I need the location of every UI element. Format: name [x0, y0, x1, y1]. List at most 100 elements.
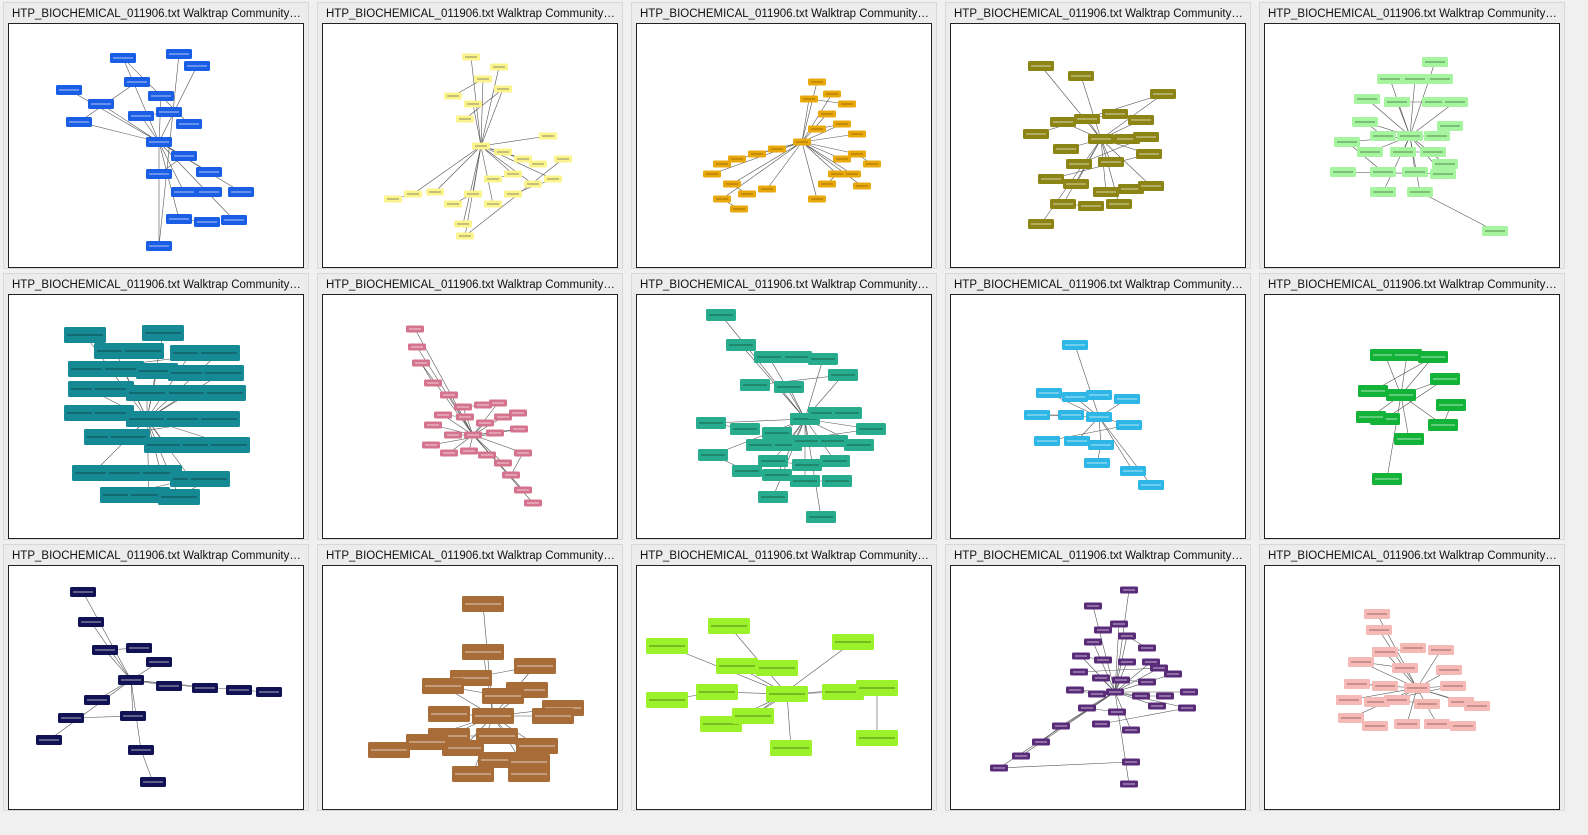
network-canvas[interactable]	[1264, 565, 1560, 810]
node-label-glyph	[1430, 78, 1450, 80]
edge	[158, 95, 162, 143]
network-canvas[interactable]	[8, 294, 304, 539]
network-canvas[interactable]	[950, 294, 1246, 539]
network-canvas[interactable]	[322, 294, 618, 539]
edge	[510, 452, 524, 476]
node-label-glyph	[1119, 424, 1139, 426]
node-label-glyph	[1159, 695, 1171, 697]
thumbnail-title: HTP_BIOCHEMICAL_011906.txt Walktrap Comm…	[640, 550, 932, 562]
node-label-glyph	[859, 737, 895, 739]
network-thumbnail[interactable]: HTP_BIOCHEMICAL_011906.txt Walktrap Comm…	[631, 544, 937, 811]
node-label-glyph	[993, 767, 1005, 769]
node-label-glyph	[201, 352, 237, 354]
node-label-glyph	[825, 691, 861, 693]
node-label-glyph	[1407, 687, 1427, 689]
node-label-glyph	[527, 183, 539, 185]
node-label-glyph	[557, 158, 569, 160]
node-label-glyph	[59, 89, 79, 91]
thumbnail-title: HTP_BIOCHEMICAL_011906.txt Walktrap Comm…	[12, 8, 304, 20]
node-label-glyph	[1387, 101, 1407, 103]
node-label-glyph	[91, 103, 111, 105]
network-thumbnail[interactable]: HTP_BIOCHEMICAL_011906.txt Walktrap Comm…	[317, 273, 623, 540]
node-label-glyph	[765, 474, 789, 476]
edge	[801, 133, 858, 143]
network-canvas[interactable]	[636, 294, 932, 539]
network-canvas[interactable]	[1264, 23, 1560, 268]
node-label-glyph	[512, 412, 524, 414]
edge	[1416, 649, 1442, 689]
network-canvas[interactable]	[1264, 294, 1560, 539]
node-label-glyph	[532, 163, 544, 165]
network-canvas[interactable]	[950, 565, 1246, 810]
edge	[1098, 416, 1134, 472]
node-label-glyph	[199, 191, 219, 193]
node-label-glyph	[811, 358, 835, 360]
thumbnail-title: HTP_BIOCHEMICAL_011906.txt Walktrap Comm…	[326, 550, 618, 562]
network-canvas[interactable]	[636, 23, 932, 268]
network-thumbnail[interactable]: HTP_BIOCHEMICAL_011906.txt Walktrap Comm…	[631, 273, 937, 540]
node-label-glyph	[505, 474, 517, 476]
node-label-glyph	[1026, 133, 1046, 135]
node-label-glyph	[493, 66, 505, 68]
node-label-glyph	[1339, 699, 1359, 701]
node-label-glyph	[415, 362, 427, 364]
edge	[801, 141, 863, 187]
network-thumbnail[interactable]: HTP_BIOCHEMICAL_011906.txt Walktrap Comm…	[1259, 2, 1565, 269]
node-label-glyph	[1435, 163, 1455, 165]
node-label-glyph	[1117, 398, 1137, 400]
node-label-glyph	[773, 747, 809, 749]
edge	[140, 749, 154, 783]
network-thumbnail[interactable]: HTP_BIOCHEMICAL_011906.txt Walktrap Comm…	[945, 273, 1251, 540]
network-thumbnail[interactable]: HTP_BIOCHEMICAL_011906.txt Walktrap Comm…	[631, 2, 937, 269]
network-thumbnail[interactable]: HTP_BIOCHEMICAL_011906.txt Walktrap Comm…	[1259, 544, 1565, 811]
node-label-glyph	[487, 178, 499, 180]
node-label-glyph	[1121, 188, 1141, 190]
node-label-glyph	[1075, 655, 1087, 657]
network-thumbnail[interactable]: HTP_BIOCHEMICAL_011906.txt Walktrap Comm…	[317, 544, 623, 811]
edge	[472, 402, 499, 436]
node-label-glyph	[769, 693, 805, 695]
node-label-glyph	[169, 218, 189, 220]
network-thumbnail[interactable]: HTP_BIOCHEMICAL_011906.txt Walktrap Comm…	[3, 544, 309, 811]
node-label-glyph	[497, 151, 509, 153]
node-label-glyph	[427, 382, 439, 384]
node-label-glyph	[95, 388, 131, 390]
node-label-glyph	[513, 428, 525, 430]
node-label-glyph	[61, 717, 81, 719]
node-label-glyph	[1109, 203, 1129, 205]
node-label-glyph	[97, 350, 133, 352]
network-thumbnail[interactable]: HTP_BIOCHEMICAL_011906.txt Walktrap Comm…	[945, 544, 1251, 811]
node-label-glyph	[95, 412, 131, 414]
node-label-glyph	[75, 472, 111, 474]
thumbnail-title: HTP_BIOCHEMICAL_011906.txt Walktrap Comm…	[1268, 8, 1560, 20]
node-label-glyph	[481, 759, 517, 761]
edge	[130, 679, 134, 717]
node-label-glyph	[1337, 141, 1357, 143]
network-canvas[interactable]	[8, 23, 304, 268]
node-label-glyph	[109, 472, 145, 474]
network-canvas[interactable]	[322, 23, 618, 268]
node-label-glyph	[437, 414, 449, 416]
node-label-glyph	[741, 193, 753, 195]
node-label-glyph	[497, 416, 509, 418]
node-label-glyph	[183, 444, 219, 446]
network-thumbnail[interactable]: HTP_BIOCHEMICAL_011906.txt Walktrap Comm…	[317, 2, 623, 269]
node-label-glyph	[199, 171, 219, 173]
node-label-glyph	[527, 502, 539, 504]
edge	[1378, 629, 1418, 689]
network-canvas[interactable]	[8, 565, 304, 810]
node-label-glyph	[489, 432, 501, 434]
node-label-glyph	[139, 370, 175, 372]
network-thumbnail[interactable]: HTP_BIOCHEMICAL_011906.txt Walktrap Comm…	[945, 2, 1251, 269]
network-canvas[interactable]	[636, 565, 932, 810]
node-label-glyph	[1425, 61, 1445, 63]
network-thumbnail[interactable]: HTP_BIOCHEMICAL_011906.txt Walktrap Comm…	[3, 273, 309, 540]
network-canvas[interactable]	[322, 565, 618, 810]
node-label-glyph	[1141, 681, 1153, 683]
network-canvas[interactable]	[950, 23, 1246, 268]
network-thumbnail[interactable]: HTP_BIOCHEMICAL_011906.txt Walktrap Comm…	[3, 2, 309, 269]
node-label-glyph	[796, 141, 808, 143]
edge	[462, 145, 482, 225]
network-thumbnail[interactable]: HTP_BIOCHEMICAL_011906.txt Walktrap Comm…	[1259, 273, 1565, 540]
node-label-glyph	[793, 480, 817, 482]
